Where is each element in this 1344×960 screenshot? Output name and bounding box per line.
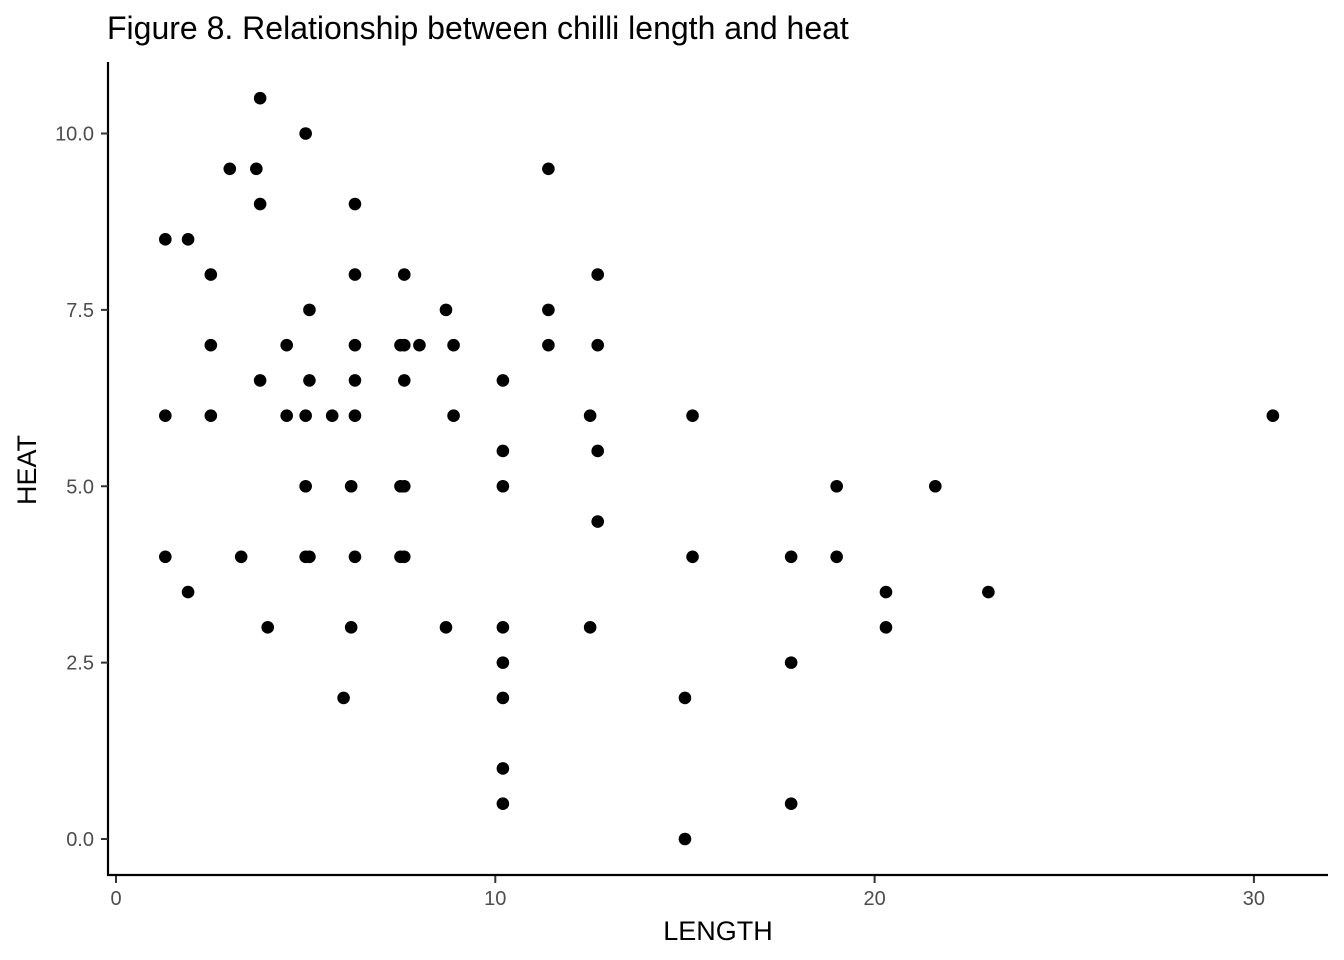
data-point-27 <box>348 197 362 211</box>
data-point-74 <box>879 585 893 599</box>
data-point-28 <box>348 268 362 281</box>
data-point-18 <box>299 127 312 140</box>
data-point-1 <box>159 233 172 246</box>
data-point-3 <box>159 409 172 423</box>
data-point-17 <box>280 409 293 423</box>
data-point-76 <box>928 479 942 493</box>
data-point-54 <box>496 762 510 775</box>
data-point-33 <box>348 550 362 564</box>
y-axis-title: HEAT <box>12 435 42 505</box>
x-tick-label: 0 <box>110 888 121 910</box>
points-layer <box>159 91 1280 846</box>
data-point-60 <box>591 338 605 352</box>
data-point-35 <box>397 268 411 281</box>
y-tick-label: 5.0 <box>66 476 94 498</box>
data-point-68 <box>678 832 692 846</box>
x-axis-title: LENGTH <box>663 916 773 946</box>
data-point-9 <box>223 162 237 176</box>
data-point-50 <box>496 479 510 493</box>
data-point-63 <box>591 515 605 528</box>
data-point-5 <box>181 585 195 599</box>
x-axis-ticks: 0 10 20 30 <box>110 876 1265 910</box>
data-point-40 <box>397 479 411 493</box>
x-tick-label: 30 <box>1243 888 1265 910</box>
x-tick-label: 10 <box>484 888 506 910</box>
data-point-67 <box>678 691 692 705</box>
data-point-25 <box>325 409 339 423</box>
data-point-11 <box>250 162 263 176</box>
data-point-52 <box>496 656 510 669</box>
data-point-78 <box>1266 409 1280 423</box>
data-point-75 <box>879 621 893 634</box>
data-point-55 <box>496 797 510 811</box>
data-point-31 <box>348 409 362 423</box>
data-point-7 <box>204 338 218 352</box>
y-tick-label: 7.5 <box>66 300 94 322</box>
data-point-34 <box>344 621 358 634</box>
data-point-30 <box>348 374 362 387</box>
data-point-47 <box>439 621 453 634</box>
y-tick-label: 0.0 <box>66 829 94 851</box>
data-point-58 <box>542 338 555 352</box>
data-point-56 <box>542 162 555 176</box>
data-point-16 <box>280 338 293 352</box>
data-point-29 <box>348 338 362 352</box>
data-point-48 <box>496 374 510 387</box>
data-point-19 <box>303 303 316 317</box>
data-point-66 <box>686 550 699 564</box>
data-point-62 <box>591 444 605 458</box>
data-point-72 <box>830 479 843 493</box>
data-point-57 <box>542 303 555 317</box>
data-point-13 <box>253 197 267 211</box>
data-point-10 <box>234 550 248 564</box>
data-point-44 <box>439 303 453 317</box>
data-point-37 <box>397 338 411 352</box>
data-point-49 <box>496 444 510 458</box>
data-point-53 <box>496 691 510 705</box>
y-axis-ticks: 0.0 2.5 5.0 7.5 10.0 <box>55 124 108 851</box>
data-point-38 <box>397 374 411 387</box>
data-point-26 <box>337 691 350 705</box>
data-point-24 <box>303 550 316 564</box>
data-point-42 <box>397 550 411 564</box>
data-point-14 <box>253 374 267 387</box>
data-point-69 <box>784 550 798 564</box>
data-point-77 <box>982 585 995 599</box>
data-point-20 <box>303 374 316 387</box>
data-point-15 <box>261 621 275 634</box>
data-point-2 <box>181 233 195 246</box>
data-point-71 <box>784 797 798 811</box>
y-tick-label: 10.0 <box>55 124 94 146</box>
data-point-4 <box>159 550 172 564</box>
data-point-51 <box>496 621 510 634</box>
x-tick-label: 20 <box>863 888 885 910</box>
data-point-65 <box>686 409 699 423</box>
data-point-8 <box>204 409 218 423</box>
data-point-61 <box>583 409 597 423</box>
data-point-12 <box>253 91 267 105</box>
data-point-73 <box>830 550 843 564</box>
data-point-45 <box>447 338 460 352</box>
data-point-70 <box>784 656 798 669</box>
data-point-46 <box>447 409 460 423</box>
y-tick-label: 2.5 <box>66 653 94 675</box>
data-point-6 <box>204 268 218 281</box>
data-point-43 <box>413 338 426 352</box>
data-point-22 <box>299 479 312 493</box>
data-point-64 <box>583 621 597 634</box>
data-point-32 <box>344 479 358 493</box>
data-point-59 <box>591 268 605 281</box>
data-point-21 <box>299 409 312 423</box>
chart-title: Figure 8. Relationship between chilli le… <box>107 10 849 46</box>
